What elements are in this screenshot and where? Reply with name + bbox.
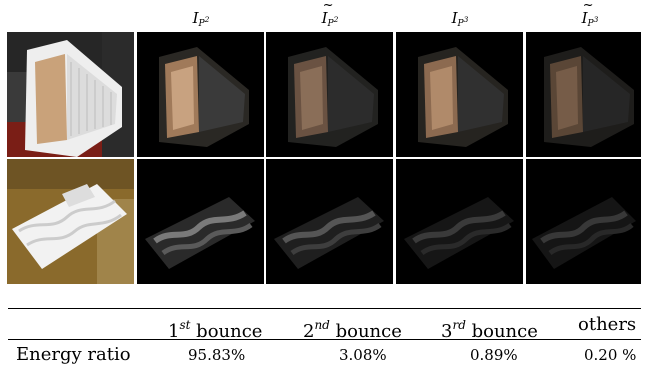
render-wavy-ip3: [396, 159, 523, 284]
col-header-1: IP2: [137, 6, 265, 30]
table-row: Energy ratio 95.83% 3.08% 0.89% 0.20 %: [8, 341, 641, 369]
header-2nd-bounce: 2nd bounce: [303, 318, 402, 342]
render-box-ip3-tilde: [526, 32, 641, 157]
row-label: Energy ratio: [16, 344, 131, 365]
col-header-4: IP3: [526, 0, 649, 30]
col-header-3-sub: P: [457, 19, 464, 29]
col-header-2: IP2: [266, 0, 394, 30]
col-header-4-exp: 3: [593, 15, 599, 24]
header-1st-bounce: 1st bounce: [168, 318, 263, 342]
table-header-row: 1st bounce 2nd bounce 3rd bounce others: [8, 311, 641, 342]
col-header-3-exp: 3: [463, 15, 469, 24]
col-header-3: IP3: [396, 6, 524, 30]
col-header-1-sub: P: [198, 19, 205, 29]
col-header-2-exp: 2: [333, 15, 339, 24]
value-2nd-bounce: 3.08%: [339, 346, 387, 364]
col-header-1-exp: 2: [204, 15, 210, 24]
col-header-2-base: I: [322, 0, 334, 30]
col-header-4-base: I: [582, 0, 594, 30]
render-wavy-ip2-tilde: [266, 159, 393, 284]
value-1st-bounce: 95.83%: [188, 346, 246, 364]
col-header-3-base: I: [451, 9, 458, 27]
render-wavy-ip2: [137, 159, 264, 284]
table-mid-rule: [8, 339, 641, 340]
value-3rd-bounce: 0.89%: [470, 346, 518, 364]
col-header-4-sub: P: [587, 19, 594, 29]
col-header-1-base: I: [192, 9, 199, 27]
value-others: 0.20 %: [584, 346, 637, 364]
render-wavy-ip3-tilde: [526, 159, 641, 284]
render-box-ip3: [396, 32, 523, 157]
photo-box-object: [7, 32, 134, 157]
render-box-ip2-tilde: [266, 32, 393, 157]
render-box-ip2: [137, 32, 264, 157]
header-others: others: [578, 314, 637, 335]
header-3rd-bounce: 3rd bounce: [441, 318, 538, 342]
table-top-rule: [8, 308, 641, 309]
photo-wavy-board-object: [7, 159, 134, 284]
col-header-2-sub: P: [327, 19, 334, 29]
